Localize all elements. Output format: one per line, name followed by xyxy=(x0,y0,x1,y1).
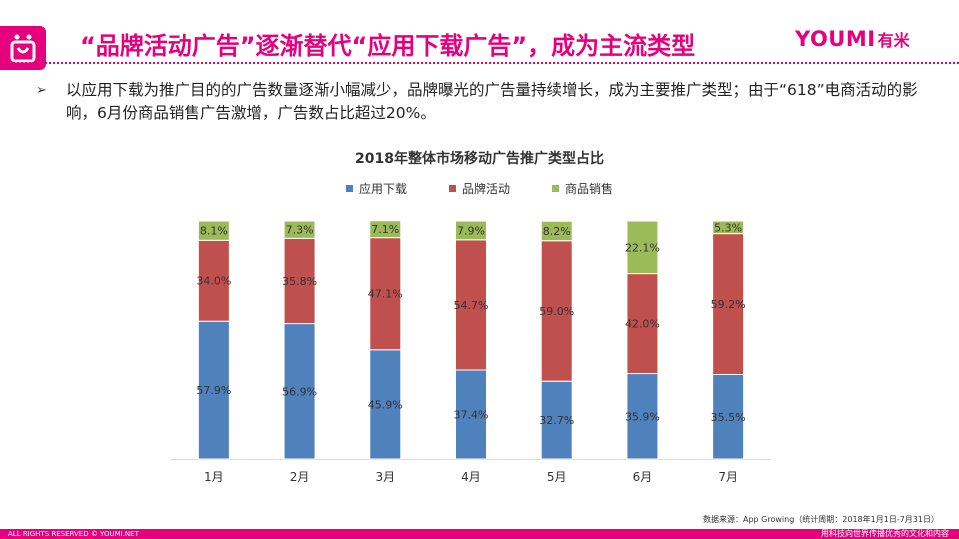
bar-segment xyxy=(626,273,659,375)
bar-segment xyxy=(540,380,573,460)
bar-segment xyxy=(712,233,745,376)
brand-name-cn: 有米 xyxy=(877,31,910,50)
data-label: 47.1% xyxy=(368,288,403,301)
data-label: 59.0% xyxy=(539,305,574,318)
smile-logo-icon xyxy=(10,34,36,63)
bar-segment xyxy=(283,323,316,460)
data-source-note: 数据来源：App Growing（统计周期：2018年1月1日-7月31日） xyxy=(703,515,939,524)
legend-swatch xyxy=(345,185,353,192)
bar-segment xyxy=(712,220,745,235)
bar-segment xyxy=(197,320,230,460)
bar-segment xyxy=(197,220,230,241)
bar-segment xyxy=(626,220,659,275)
data-label: 35.5% xyxy=(711,411,746,424)
data-label: 59.2% xyxy=(711,298,746,311)
data-label: 8.1% xyxy=(200,225,228,238)
x-tick-label: 1月 xyxy=(204,470,224,484)
bar-segment xyxy=(455,369,487,460)
chart-legend: 应用下载 品牌活动 商品销售 xyxy=(0,180,959,197)
bar-segment xyxy=(283,237,316,325)
data-label: 35.8% xyxy=(282,275,317,288)
title-divider xyxy=(0,62,959,64)
bar-segment xyxy=(455,220,487,241)
chart-title: 2018年整体市场移动广告推广类型占比 xyxy=(355,151,604,167)
data-label: 7.9% xyxy=(457,224,485,237)
data-label: 35.9% xyxy=(625,410,660,423)
legend-item-product-sales: 商品销售 xyxy=(552,180,613,197)
legend-swatch xyxy=(448,185,456,192)
x-tick-label: 6月 xyxy=(633,470,653,484)
data-label: 45.9% xyxy=(368,398,403,411)
data-label: 34.0% xyxy=(196,275,231,288)
bar-segment xyxy=(455,239,487,371)
brand-logo: YOUMI 有米 xyxy=(795,24,910,54)
data-label: 42.0% xyxy=(625,318,660,331)
bar-segment xyxy=(712,374,745,460)
legend-swatch xyxy=(552,185,559,192)
bar-segment xyxy=(626,373,659,460)
x-tick-label: 5月 xyxy=(547,470,567,484)
legend-label: 品牌活动 xyxy=(461,182,510,196)
data-label: 37.4% xyxy=(454,408,489,421)
summary-bullet: ➢ 以应用下载为推广目的的广告数量逐渐小幅减少，品牌曝光的广告量持续增长，成为主… xyxy=(36,79,926,125)
x-tick-label: 4月 xyxy=(461,470,481,484)
x-tick-label: 3月 xyxy=(375,470,395,484)
data-label: 22.1% xyxy=(625,241,660,254)
bar-segment xyxy=(540,240,573,382)
legend-label: 商品销售 xyxy=(565,182,614,196)
legend-label: 应用下载 xyxy=(358,182,407,196)
data-label: 5.3% xyxy=(714,221,742,234)
data-label: 54.7% xyxy=(454,299,489,312)
bar-segment xyxy=(369,220,402,239)
brand-name-en: YOUMI xyxy=(795,27,876,51)
footer-slogan: 用科技向世界传播优秀的文化和内容 xyxy=(821,529,949,538)
summary-text: 以应用下载为推广目的的广告数量逐渐小幅减少，品牌曝光的广告量持续增长，成为主要推… xyxy=(66,81,918,122)
slide-title: “品牌活动广告”逐渐替代“应用下载广告”，成为主流类型 xyxy=(80,32,696,60)
x-tick-label: 7月 xyxy=(718,470,738,484)
data-label: 7.1% xyxy=(371,223,399,236)
footer-copyright: ALL RIGHTS RESERVED © YOUMI.NET xyxy=(8,530,139,538)
bar-segment xyxy=(369,237,402,351)
x-tick-label: 2月 xyxy=(290,470,310,484)
data-label: 7.3% xyxy=(286,224,314,237)
bar-segment xyxy=(197,239,230,322)
data-label: 56.9% xyxy=(282,385,317,398)
data-label: 8.2% xyxy=(543,225,571,238)
data-label: 57.9% xyxy=(196,384,231,397)
legend-item-app-download: 应用下载 xyxy=(345,180,407,197)
data-label: 32.7% xyxy=(539,414,574,427)
legend-item-brand-activity: 品牌活动 xyxy=(448,180,510,197)
bar-segment xyxy=(540,220,573,242)
bar-segment xyxy=(283,220,316,239)
arrow-bullet-icon: ➢ xyxy=(36,83,47,98)
footer-bar: ALL RIGHTS RESERVED © YOUMI.NET 用科技向世界传播… xyxy=(0,529,959,539)
